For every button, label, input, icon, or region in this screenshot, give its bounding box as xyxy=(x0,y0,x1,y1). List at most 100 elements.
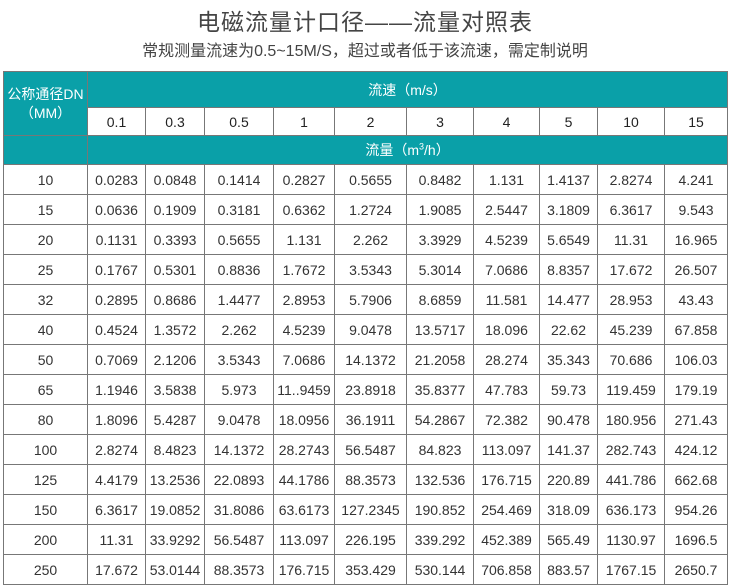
flow-cell: 59.73 xyxy=(539,374,598,405)
flow-header-prefix: 流量（m xyxy=(365,142,419,158)
flow-cell: 0.5301 xyxy=(145,254,205,285)
flow-cell: 424.12 xyxy=(663,434,729,465)
velocity-cell: 1 xyxy=(273,107,335,136)
flow-cell: 28.953 xyxy=(597,284,665,315)
flow-cell: 0.5655 xyxy=(334,164,407,195)
flow-cell: 1130.97 xyxy=(597,524,665,555)
flow-cell: 3.3929 xyxy=(406,224,474,255)
flow-cell: 1.4477 xyxy=(204,284,274,315)
flow-cell: 3.1809 xyxy=(539,194,598,225)
flow-cell: 5.7906 xyxy=(334,284,407,315)
flow-cell: 706.858 xyxy=(473,554,540,585)
flow-cell: 113.097 xyxy=(473,434,540,465)
flow-cell: 0.1909 xyxy=(145,194,205,225)
flow-cell: 22.62 xyxy=(539,314,598,345)
flow-cell: 13.2536 xyxy=(145,464,205,495)
dn-cell: 15 xyxy=(3,194,88,225)
flow-cell: 5.973 xyxy=(204,374,274,405)
dn-cell: 200 xyxy=(3,524,88,555)
flow-table: 公称通径DN （MM） 流速（m/s） 0.1 0.3 0.5 1 2 3 4 5 10 15 流… xyxy=(3,71,729,585)
flow-cell: 6.3617 xyxy=(597,194,665,225)
table-row: 200 11.31 33.9292 56.5487 113.097 226.195 339.… xyxy=(3,524,729,555)
flow-cell: 954.26 xyxy=(663,494,729,525)
table-row: 125 4.4179 13.2536 22.0893 44.1786 88.3573 132… xyxy=(3,464,729,495)
flow-cell: 16.965 xyxy=(663,224,729,255)
flow-cell: 5.3014 xyxy=(406,254,474,285)
flow-cell: 0.3181 xyxy=(204,194,274,225)
flow-cell: 1.8096 xyxy=(87,404,146,435)
flow-cell: 0.2827 xyxy=(273,164,335,195)
flow-cell: 0.3393 xyxy=(145,224,205,255)
flow-cell: 339.292 xyxy=(406,524,474,555)
dn-cell: 250 xyxy=(3,554,88,585)
flow-cell: 636.173 xyxy=(597,494,665,525)
flow-cell: 353.429 xyxy=(334,554,407,585)
flow-header: 流量（m3/h） xyxy=(86,135,729,165)
flow-cell: 28.274 xyxy=(473,344,540,375)
page-subtitle: 常规测量流速为0.5~15M/S，超过或者低于该流速，需定制说明 xyxy=(142,43,588,60)
flow-cell: 176.715 xyxy=(273,554,335,585)
flow-cell: 17.672 xyxy=(597,254,665,285)
flow-cell: 0.5655 xyxy=(204,224,274,255)
flow-cell: 72.382 xyxy=(473,404,540,435)
flow-cell: 8.6859 xyxy=(406,284,474,315)
flow-cell: 141.37 xyxy=(539,434,598,465)
flow-cell: 2.8953 xyxy=(273,284,335,315)
flow-cell: 2.262 xyxy=(334,224,407,255)
flow-header-suffix: /h） xyxy=(424,142,450,158)
flow-cell: 88.3573 xyxy=(334,464,407,495)
flow-cell: 54.2867 xyxy=(406,404,474,435)
flow-cell: 190.852 xyxy=(406,494,474,525)
flow-cell: 254.469 xyxy=(473,494,540,525)
flow-cell: 0.7069 xyxy=(87,344,146,375)
flow-cell: 0.0283 xyxy=(87,164,146,195)
flow-cell: 18.0956 xyxy=(273,404,335,435)
flow-cell: 0.2895 xyxy=(87,284,146,315)
velocity-cell: 2 xyxy=(334,107,407,136)
dn-header-line2: （MM） xyxy=(19,104,72,121)
flow-cell: 14.1372 xyxy=(204,434,274,465)
flow-cell: 565.49 xyxy=(539,524,598,555)
velocity-cell: 5 xyxy=(539,107,598,136)
dn-cell: 40 xyxy=(3,314,88,345)
flow-cell: 70.686 xyxy=(597,344,665,375)
flow-cell: 47.783 xyxy=(473,374,540,405)
dn-cell: 32 xyxy=(3,284,88,315)
flow-cell: 0.8482 xyxy=(406,164,474,195)
table-row: 50 0.7069 2.1206 3.5343 7.0686 14.1372 21.2058… xyxy=(3,344,729,375)
flow-cell: 4.241 xyxy=(663,164,729,195)
dn-cell: 125 xyxy=(3,464,88,495)
flow-cell: 0.0636 xyxy=(87,194,146,225)
flow-cell: 113.097 xyxy=(273,524,335,555)
table-row: 10 0.0283 0.0848 0.1414 0.2827 0.5655 0.8482 1.… xyxy=(3,164,729,195)
flow-cell: 0.6362 xyxy=(273,194,335,225)
flow-header-sup: 3 xyxy=(419,141,425,152)
dn-cell: 10 xyxy=(3,164,88,195)
flow-cell: 11.31 xyxy=(597,224,665,255)
flow-cell: 11.31 xyxy=(87,524,146,555)
table-row: 40 0.4524 1.3572 2.262 4.5239 9.0478 13.5717 18… xyxy=(3,314,729,345)
dn-cell: 65 xyxy=(3,374,88,405)
flow-cell: 26.507 xyxy=(663,254,729,285)
flow-cell: 0.1131 xyxy=(87,224,146,255)
dn-header-line1: 公称通径DN xyxy=(7,85,84,102)
table-row: 20 0.1131 0.3393 0.5655 1.131 2.262 3.3929 4.52… xyxy=(3,224,729,255)
flow-cell: 5.6549 xyxy=(539,224,598,255)
dn-cell: 150 xyxy=(3,494,88,525)
flow-cell: 14.1372 xyxy=(334,344,407,375)
flow-cell: 7.0686 xyxy=(273,344,335,375)
flow-cell: 1.2724 xyxy=(334,194,407,225)
flow-cell: 3.5838 xyxy=(145,374,205,405)
flow-cell: 35.343 xyxy=(539,344,598,375)
flow-cell: 282.743 xyxy=(597,434,665,465)
page-title: 电磁流量计口径——流量对照表 xyxy=(197,9,533,35)
velocity-cell: 10 xyxy=(597,107,665,136)
flow-cell: 119.459 xyxy=(597,374,665,405)
flow-cell: 220.89 xyxy=(539,464,598,495)
flow-cell: 36.1911 xyxy=(334,404,407,435)
flow-cell: 0.0848 xyxy=(145,164,205,195)
flow-cell: 0.8836 xyxy=(204,254,274,285)
flow-cell: 271.43 xyxy=(663,404,729,435)
velocity-cell: 3 xyxy=(406,107,474,136)
dn-cell: 50 xyxy=(3,344,88,375)
